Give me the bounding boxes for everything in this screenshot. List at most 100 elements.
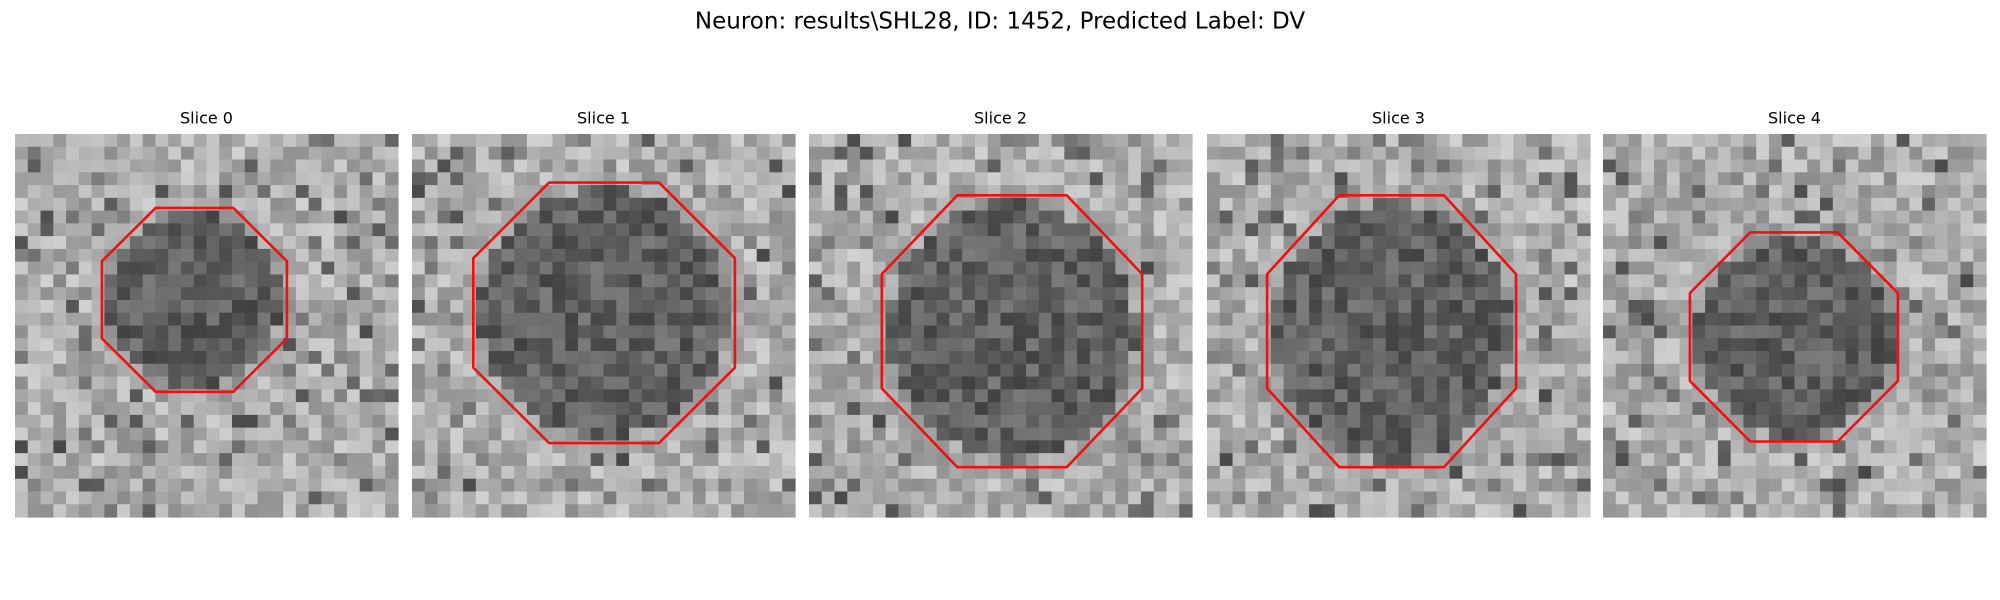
pixel	[1436, 478, 1451, 493]
pixel	[1166, 236, 1180, 250]
pixel	[78, 363, 93, 378]
pixel	[1475, 325, 1489, 339]
pixel	[872, 402, 887, 416]
pixel	[1756, 465, 1770, 480]
pixel	[782, 261, 796, 276]
pixel	[412, 172, 426, 186]
pixel	[1449, 287, 1463, 301]
pixel	[987, 402, 1002, 416]
pixel	[1000, 363, 1014, 378]
pixel	[283, 299, 297, 314]
pixel	[911, 338, 925, 352]
pixel	[756, 146, 771, 161]
pixel	[1013, 414, 1027, 429]
pixel	[743, 248, 758, 263]
pixel	[1436, 134, 1451, 148]
pixel	[590, 465, 605, 480]
pixel	[78, 389, 93, 403]
pixel	[1883, 504, 1898, 518]
pixel	[142, 274, 157, 288]
pixel	[1372, 159, 1387, 173]
pixel	[1973, 223, 1987, 237]
pixel	[847, 248, 861, 263]
pixel	[1794, 440, 1808, 454]
pixel	[667, 223, 681, 237]
pixel	[321, 376, 335, 390]
pixel	[463, 414, 477, 429]
pixel	[1922, 287, 1936, 301]
pixel	[834, 414, 848, 429]
pixel	[1258, 210, 1272, 224]
pixel	[1449, 338, 1463, 352]
pixel	[27, 478, 42, 493]
pixel	[1909, 185, 1923, 199]
pixel	[180, 363, 195, 378]
pixel	[450, 248, 464, 263]
pixel	[219, 312, 233, 327]
pixel	[654, 236, 668, 250]
pixel	[1526, 299, 1540, 314]
pixel	[1166, 389, 1180, 403]
pixel	[66, 146, 80, 161]
pixel	[346, 134, 361, 148]
pixel	[270, 363, 284, 378]
pixel	[834, 504, 848, 518]
pixel	[1603, 465, 1617, 480]
pixel	[1947, 236, 1962, 250]
pixel	[1411, 414, 1425, 429]
pixel	[1000, 325, 1014, 339]
pixel	[1051, 478, 1065, 493]
pixel	[667, 134, 681, 148]
pixel	[616, 236, 630, 250]
pixel	[1153, 478, 1168, 493]
pixel	[987, 338, 1002, 352]
pixel	[718, 351, 732, 365]
pixel	[1551, 210, 1566, 224]
pixel	[526, 402, 541, 416]
pixel	[244, 504, 259, 518]
pixel	[1051, 312, 1065, 327]
pixel	[847, 325, 861, 339]
pixel	[168, 504, 182, 518]
pixel	[1973, 376, 1987, 390]
pixel	[424, 491, 439, 505]
pixel	[424, 325, 439, 339]
pixel	[616, 504, 630, 518]
pixel	[577, 453, 592, 467]
pixel	[847, 478, 861, 493]
pixel	[603, 376, 617, 390]
pixel	[1026, 389, 1040, 403]
pixel	[424, 338, 439, 352]
pixel	[1832, 274, 1847, 288]
pixel	[860, 312, 874, 327]
pixel	[1449, 172, 1463, 186]
pixel	[270, 491, 284, 505]
pixel	[346, 325, 361, 339]
pixel	[590, 338, 605, 352]
pixel	[1475, 389, 1489, 403]
pixel	[1385, 236, 1400, 250]
pixel	[359, 172, 374, 186]
pixel	[1051, 146, 1065, 161]
pixel	[295, 491, 310, 505]
pixel	[1207, 299, 1221, 314]
pixel	[1232, 299, 1246, 314]
pixel	[847, 185, 861, 199]
pixel	[834, 159, 848, 173]
pixel	[1449, 351, 1463, 365]
pixel	[1526, 274, 1540, 288]
pixel	[232, 440, 246, 454]
pixel	[206, 440, 220, 454]
pixel	[1321, 465, 1336, 480]
pixel	[193, 491, 208, 505]
pixel	[1038, 274, 1053, 288]
pixel	[1717, 248, 1732, 263]
pixel	[898, 236, 912, 250]
pixel	[1436, 146, 1451, 161]
pixel	[860, 146, 874, 161]
pixel	[232, 504, 246, 518]
pixel	[1628, 325, 1642, 339]
pixel	[450, 312, 464, 327]
pixel	[565, 248, 579, 263]
pixel	[743, 261, 758, 276]
